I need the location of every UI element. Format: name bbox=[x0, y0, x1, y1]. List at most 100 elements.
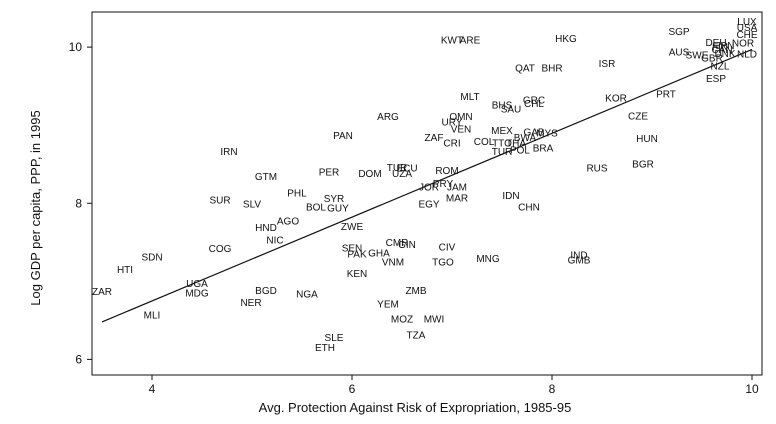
point-label-tur: TUR bbox=[387, 163, 408, 174]
point-label-mli: MLI bbox=[144, 310, 161, 321]
point-label-tza: TZA bbox=[407, 331, 426, 342]
point-label-are: ARE bbox=[460, 36, 481, 47]
point-label-civ: CIV bbox=[439, 242, 456, 253]
point-label-mng: MNG bbox=[476, 254, 500, 265]
point-label-pan: PAN bbox=[333, 131, 353, 142]
point-label-irn: IRN bbox=[220, 147, 237, 158]
y-axis: 6 8 10 bbox=[69, 40, 92, 366]
point-label-jam: JAM bbox=[447, 182, 467, 193]
point-label-ken: KEN bbox=[347, 269, 368, 280]
point-label-bhr: BHR bbox=[541, 64, 562, 75]
point-label-che: CHE bbox=[736, 30, 757, 41]
point-label-deu: DEU bbox=[705, 38, 726, 49]
point-label-hkg: HKG bbox=[555, 34, 577, 45]
y-tick-label: 8 bbox=[75, 196, 82, 210]
point-label-pol: POL bbox=[510, 146, 530, 157]
point-label-ven: VEN bbox=[451, 125, 472, 136]
point-label-ago: AGO bbox=[277, 217, 299, 228]
point-label-gab: GAB bbox=[523, 128, 544, 139]
point-label-gbr: GBR bbox=[701, 54, 723, 65]
point-label-eth: ETH bbox=[315, 343, 335, 354]
point-label-dom: DOM bbox=[358, 169, 381, 180]
point-label-cri: CRI bbox=[443, 139, 460, 150]
point-label-jor: JOR bbox=[419, 182, 439, 193]
point-label-zmb: ZMB bbox=[405, 286, 426, 297]
point-label-omn: OMN bbox=[449, 112, 472, 123]
point-label-per: PER bbox=[319, 168, 340, 179]
point-label-gha: GHA bbox=[368, 249, 390, 260]
point-label-slv: SLV bbox=[243, 200, 261, 211]
point-label-idn: IDN bbox=[502, 191, 519, 202]
point-label-zar: ZAR bbox=[92, 287, 112, 298]
point-label-tto: TTO bbox=[492, 139, 512, 150]
point-label-lux: LUX bbox=[737, 17, 757, 28]
point-label-mys: MYS bbox=[536, 129, 558, 140]
point-label-vnm: VNM bbox=[382, 257, 404, 268]
point-label-mdg: MDG bbox=[185, 289, 209, 300]
point-label-col: COL bbox=[474, 137, 495, 148]
point-label-grc: GRC bbox=[523, 96, 545, 107]
point-label-nic: NIC bbox=[266, 235, 283, 246]
point-label-cmr: CMR bbox=[386, 238, 409, 249]
point-label-bhs: BHS bbox=[492, 100, 513, 111]
point-label-uza: UZA bbox=[392, 169, 412, 180]
x-tick-label: 6 bbox=[349, 382, 356, 396]
point-label-zwe: ZWE bbox=[341, 222, 364, 233]
point-label-bgr: BGR bbox=[632, 160, 654, 171]
point-label-prt: PRT bbox=[656, 89, 676, 100]
point-label-sle: SLE bbox=[325, 333, 344, 344]
point-label-zaf: ZAF bbox=[425, 133, 444, 144]
y-tick-label: 10 bbox=[69, 40, 83, 54]
point-label-tha: THA bbox=[506, 139, 526, 150]
point-label-syr: SYR bbox=[324, 194, 345, 205]
x-axis-title: Avg. Protection Against Risk of Expropri… bbox=[259, 400, 572, 415]
point-label-aus: AUS bbox=[669, 47, 690, 58]
point-label-gin: GIN bbox=[398, 240, 416, 251]
point-label-tgo: TGO bbox=[432, 257, 454, 268]
point-label-esp: ESP bbox=[706, 74, 726, 85]
plot-border bbox=[91, 11, 763, 376]
point-label-sau: SAU bbox=[501, 104, 522, 115]
point-label-hun: HUN bbox=[636, 134, 658, 145]
point-label-fin: FIN bbox=[712, 43, 728, 54]
x-tick-label: 8 bbox=[549, 382, 556, 396]
y-tick-label: 6 bbox=[75, 352, 82, 366]
plot-frame bbox=[91, 11, 763, 376]
point-label-chn: CHN bbox=[518, 203, 540, 214]
point-label-gmb: GMB bbox=[568, 256, 591, 267]
point-label-jpn: JPN bbox=[716, 41, 735, 52]
x-tick-label: 10 bbox=[745, 382, 759, 396]
point-label-kor: KOR bbox=[605, 93, 627, 104]
point-label-hti: HTI bbox=[117, 265, 133, 276]
point-label-mex: MEX bbox=[491, 126, 513, 137]
point-label-can: CAN bbox=[711, 45, 732, 56]
point-label-nld: NLD bbox=[737, 50, 757, 61]
x-tick-label: 4 bbox=[149, 382, 156, 396]
point-label-gtm: GTM bbox=[255, 172, 277, 183]
point-label-hnd: HND bbox=[255, 223, 277, 234]
point-label-rom: ROM bbox=[435, 166, 458, 177]
point-label-bra: BRA bbox=[533, 143, 554, 154]
point-label-ner: NER bbox=[240, 298, 261, 309]
point-label-bgd: BGD bbox=[255, 286, 277, 297]
point-label-phl: PHL bbox=[287, 189, 307, 200]
point-label-nor: NOR bbox=[732, 39, 754, 50]
y-axis-title: Log GDP per capita, PPP, in 1995 bbox=[28, 110, 43, 305]
point-label-egy: EGY bbox=[418, 200, 439, 211]
point-label-ury: URY bbox=[442, 118, 463, 129]
point-label-ind: IND bbox=[570, 250, 587, 261]
point-label-moz: MOZ bbox=[391, 314, 413, 325]
point-label-mlt: MLT bbox=[460, 92, 479, 103]
point-label-usa: USA bbox=[737, 23, 758, 34]
point-label-ecu: ECU bbox=[396, 164, 417, 175]
point-label-swe: SWE bbox=[686, 50, 709, 61]
point-label-yem: YEM bbox=[377, 299, 399, 310]
point-label-dnk: DNK bbox=[714, 49, 735, 60]
point-label-arg: ARG bbox=[377, 112, 399, 123]
point-label-sen: SEN bbox=[342, 243, 363, 254]
point-label-chl: CHL bbox=[524, 99, 544, 110]
point-label-bol: BOL bbox=[306, 203, 326, 214]
point-label-isr: ISR bbox=[599, 59, 616, 70]
